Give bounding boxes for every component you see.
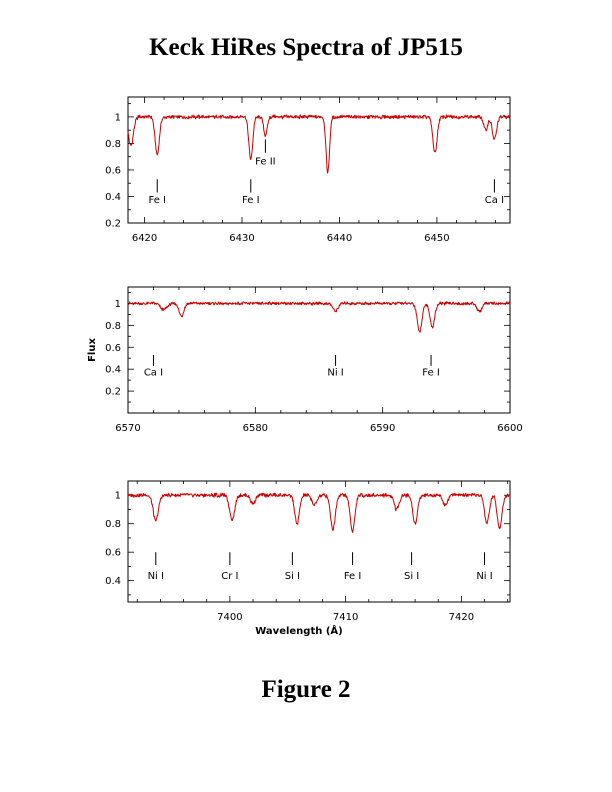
line-id-label: Fe I (422, 368, 440, 379)
x-tick-label: 6570 (115, 423, 140, 434)
line-id-label: Ni I (476, 571, 492, 582)
y-tick-label: 0.8 (105, 139, 121, 150)
x-tick-label: 7420 (449, 612, 474, 623)
y-axis-title: Flux (87, 338, 98, 362)
plot-frame (127, 96, 511, 224)
x-tick-label: 6430 (229, 233, 254, 244)
y-tick-label: 0.2 (105, 387, 121, 398)
spectrum-panel-middle: 6570 6580 6590 6600 0.2 0.4 0.6 0.8 1 Flux Ca I Ni … (87, 286, 523, 434)
x-tick-label: 7410 (333, 612, 358, 623)
y-tick-label: 0.4 (105, 192, 121, 203)
x-tick-label: 7400 (217, 612, 242, 623)
line-id-label: Si I (285, 571, 300, 582)
x-tick-label: 6600 (497, 423, 522, 434)
spectrum-panel-bottom: 7400 7410 7420 0.4 0.6 0.8 1 Wavelength (Å) Ni I… (105, 480, 511, 637)
y-tick-label: 0.6 (105, 165, 121, 176)
x-axis-title: Wavelength (Å) (255, 624, 342, 637)
line-id-label: Ca I (144, 368, 163, 379)
line-id-label: Si I (404, 571, 419, 582)
line-id-label: Cr I (221, 571, 238, 582)
plot-frame (127, 286, 511, 414)
y-tick-label: 0.2 (105, 219, 121, 230)
y-tick-label: 0.4 (105, 365, 121, 376)
y-tick-label: 1 (115, 491, 121, 502)
line-id-label: Ni I (327, 368, 343, 379)
y-tick-label: 0.4 (105, 576, 121, 587)
spectrum-line (127, 114, 511, 174)
spectrum-line (127, 301, 511, 333)
spectrum-panel-top: 6420 6430 6440 6450 0.2 0.4 0.6 0.8 1 Fe I Fe I Fe … (105, 96, 511, 244)
x-tick-label: 6580 (243, 423, 268, 434)
y-tick-label: 0.6 (105, 548, 121, 559)
line-id-label: Ca I (485, 195, 504, 206)
y-tick-label: 1 (115, 112, 121, 123)
line-id-label: Ni I (148, 571, 164, 582)
x-tick-label: 6590 (370, 423, 395, 434)
line-id-label: Fe I (344, 571, 362, 582)
y-tick-label: 0.6 (105, 343, 121, 354)
line-id-label: Fe II (255, 157, 275, 168)
line-id-label: Fe I (148, 195, 166, 206)
spectrum-line (127, 492, 511, 533)
x-tick-label: 6450 (424, 233, 449, 244)
page-title: Keck HiRes Spectra of JP515 (149, 34, 463, 61)
y-tick-label: 0.8 (105, 321, 121, 332)
line-id-label: Fe I (242, 195, 260, 206)
x-tick-label: 6440 (327, 233, 352, 244)
y-tick-label: 0.8 (105, 519, 121, 530)
y-tick-label: 1 (115, 299, 121, 310)
figure-caption: Figure 2 (261, 676, 351, 703)
plot-frame (127, 480, 511, 603)
x-tick-label: 6420 (132, 233, 157, 244)
